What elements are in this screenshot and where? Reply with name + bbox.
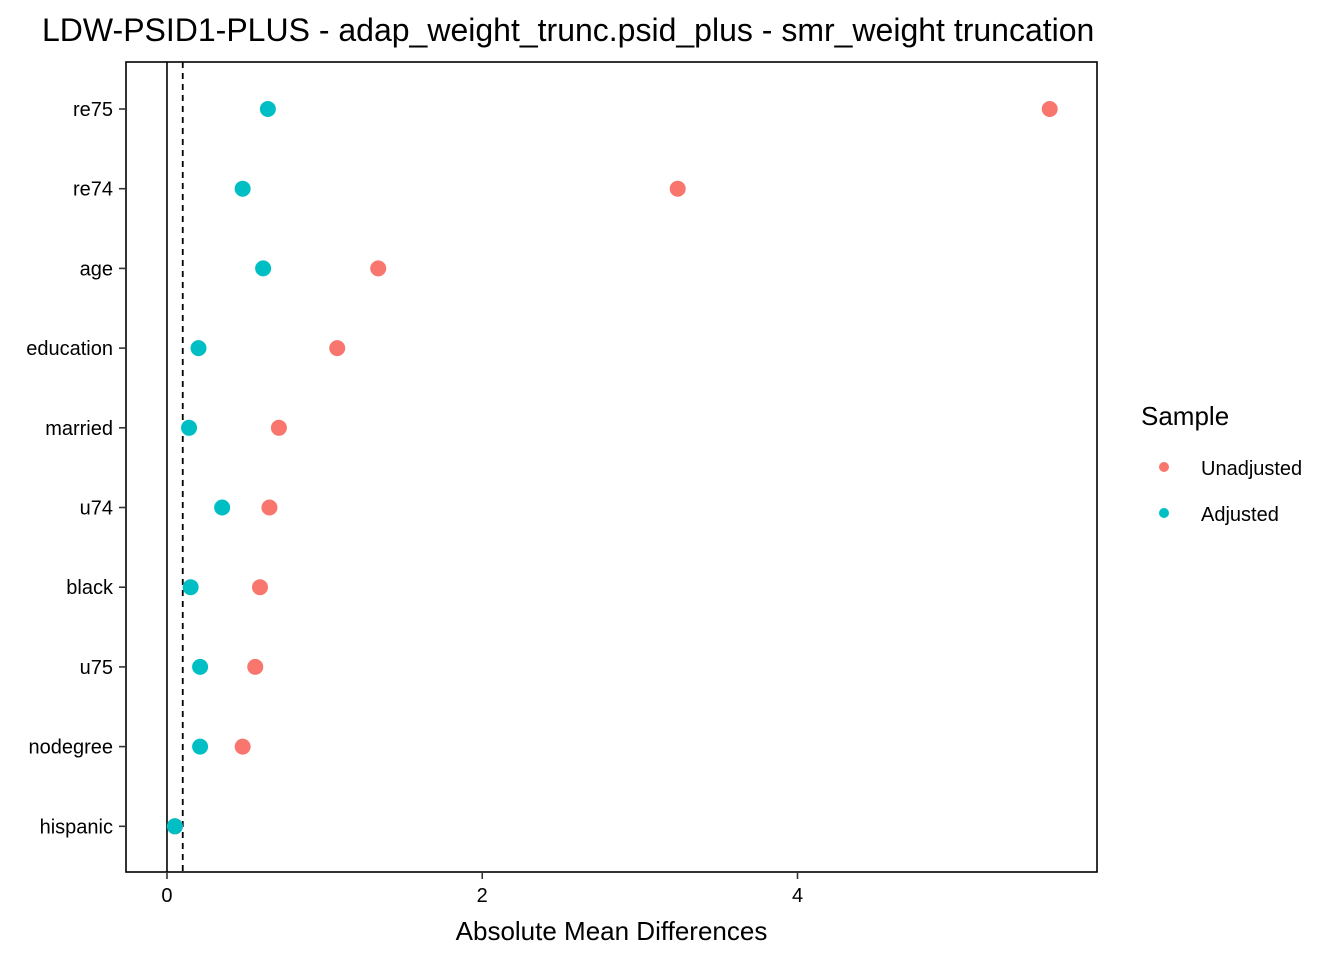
point-adjusted-u75 xyxy=(192,658,209,675)
legend-items: Unadjusted Adjusted xyxy=(1159,458,1302,526)
legend-title: Sample xyxy=(1141,401,1229,431)
point-unadjusted-re74 xyxy=(669,180,686,197)
point-adjusted-u74 xyxy=(214,499,231,516)
y-tick-label: re75 xyxy=(73,99,113,121)
point-adjusted-nodegree xyxy=(192,738,209,755)
point-adjusted-black xyxy=(182,579,199,596)
y-tick-label: age xyxy=(80,258,113,280)
point-unadjusted-u74 xyxy=(261,499,278,516)
x-axis: 0 2 4 xyxy=(161,872,803,907)
chart-title: LDW-PSID1-PLUS - adap_weight_trunc.psid_… xyxy=(42,12,1094,48)
point-unadjusted-age xyxy=(370,260,387,277)
x-axis-title: Absolute Mean Differences xyxy=(456,916,768,946)
point-unadjusted-married xyxy=(270,419,287,436)
point-unadjusted-nodegree xyxy=(234,738,251,755)
x-tick-label: 4 xyxy=(792,885,803,907)
y-axis: re75 re74 age education married u74 black u75 no… xyxy=(26,99,126,838)
y-tick-label: black xyxy=(66,577,114,599)
reference-lines xyxy=(166,62,184,872)
point-unadjusted-black xyxy=(251,579,268,596)
y-tick-label: re74 xyxy=(73,179,113,201)
legend-key-unadjusted xyxy=(1159,462,1169,472)
y-tick-label: married xyxy=(45,418,113,440)
y-tick-label: hispanic xyxy=(40,816,113,838)
x-tick-label: 2 xyxy=(477,885,488,907)
point-adjusted-hispanic xyxy=(166,818,183,835)
point-adjusted-re75 xyxy=(259,101,276,117)
point-adjusted-education xyxy=(190,340,207,357)
legend-label-unadjusted: Unadjusted xyxy=(1201,458,1302,480)
legend-label-adjusted: Adjusted xyxy=(1201,504,1279,526)
y-tick-label: u75 xyxy=(80,657,113,679)
point-unadjusted-u75 xyxy=(247,658,264,675)
legend-key-adjusted xyxy=(1159,508,1169,518)
y-tick-label: nodegree xyxy=(28,737,113,759)
legend: Sample Unadjusted Adjusted xyxy=(1141,401,1302,526)
point-unadjusted-education xyxy=(329,340,346,357)
point-adjusted-re74 xyxy=(234,180,251,197)
y-tick-label: education xyxy=(26,338,113,360)
data-points xyxy=(166,101,1058,835)
y-tick-label: u74 xyxy=(80,498,113,520)
plot-panel-border xyxy=(125,61,1098,873)
point-adjusted-age xyxy=(255,260,272,277)
point-adjusted-married xyxy=(181,419,198,436)
x-tick-label: 0 xyxy=(161,885,172,907)
point-unadjusted-re75 xyxy=(1041,101,1058,117)
